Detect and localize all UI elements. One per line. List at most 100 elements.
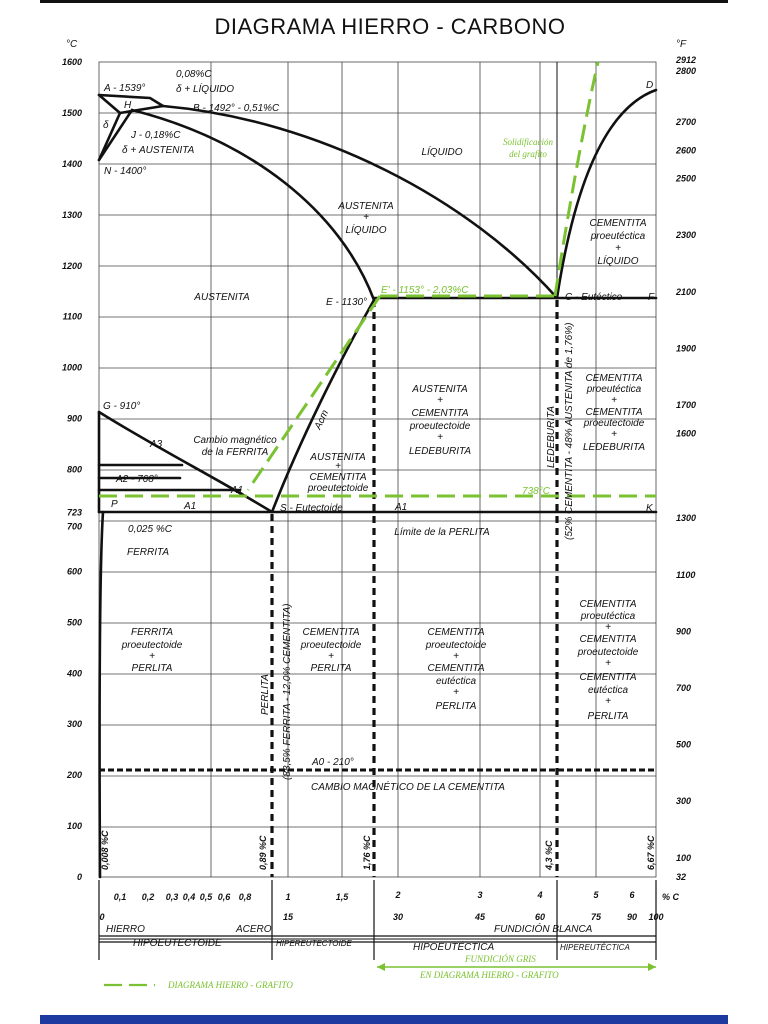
point-A3: A3 — [149, 439, 163, 450]
region-fp-1: FERRITA — [131, 627, 173, 638]
carbon-tick: 6 — [629, 890, 635, 900]
carbon-axis: 0,1 0,2 0,3 0,4 0,5 0,6 0,8 1 1,5 2 3 4 5 60 15 30 45 60 7… — [99, 890, 663, 922]
region-acl-5: + — [437, 432, 443, 443]
carbon-tick: 2 — [394, 890, 400, 900]
celsius-tick: 500 — [67, 617, 82, 627]
region-liquido: LÍQUIDO — [421, 145, 462, 158]
diagram-title: DIAGRAMA HIERRO - CARBONO — [214, 14, 566, 39]
label-pct-176: 1,76 %C — [362, 835, 372, 870]
region-rb-8: eutéctica — [588, 685, 628, 696]
point-A1b: A1 — [230, 485, 243, 496]
celsius-tick: 1600 — [62, 57, 82, 67]
region-cp-3: + — [328, 651, 334, 662]
label-pct-667: 6,67 %C — [646, 835, 656, 870]
graphite-arrow — [377, 963, 656, 971]
a3-G-S — [97, 410, 274, 514]
point-A1c: A1 — [394, 502, 407, 513]
dashed-verticals — [270, 300, 559, 877]
carbon-tick: 4 — [536, 890, 542, 900]
line-A-H — [97, 93, 122, 115]
carbon-tick: 1 — [285, 892, 290, 902]
fahrenheit-tick: 32 — [676, 872, 686, 882]
label-perlita-comp: (88,5% FERRITA - 12,0% CEMENTITA) — [282, 603, 293, 780]
graphite-acm — [246, 295, 382, 491]
region-ccp-6: + — [453, 687, 459, 698]
region-fp-2: proeutectoide — [121, 640, 183, 651]
label-hierro: HIERRO — [106, 924, 145, 935]
carbon-tick: 0,6 — [218, 892, 232, 902]
phase-boundaries — [97, 88, 658, 879]
label-738: 738°C — [522, 486, 551, 497]
region-labels: LÍQUIDO AUSTENITA + LÍQUIDO AUSTENITA CE… — [121, 137, 647, 793]
fahrenheit-tick: 100 — [676, 853, 691, 863]
region-rb-4: CEMENTITA — [579, 634, 636, 645]
point-K: K — [646, 503, 654, 514]
region-acl-2: + — [437, 395, 443, 406]
region-rb-3: + — [605, 622, 611, 633]
region-cem-liq-2: proeutéctica — [590, 231, 646, 242]
region-delta-liquid: δ + LÍQUIDO — [176, 82, 234, 95]
point-A: A - 1539° — [103, 83, 145, 94]
celsius-tick: 1000 — [62, 363, 82, 373]
celsius-tick: 1400 — [62, 159, 82, 169]
cementite-tick: 45 — [474, 912, 486, 922]
label-hipereutectoide: HIPEREUTECTOIDE — [276, 939, 353, 948]
celsius-tick: 100 — [67, 821, 82, 831]
fahrenheit-tick: 2700 — [675, 117, 696, 127]
point-H-pct: 0,08%C — [176, 69, 212, 80]
line-H-N — [97, 111, 122, 162]
region-aus-liq-1: AUSTENITA — [337, 201, 394, 212]
label-fundicion-blanca: FUNDICIÓN BLANCA — [494, 922, 593, 935]
point-labels: A - 1539° 0,08%C δ + LÍQUIDO B - 1492° -… — [103, 69, 655, 768]
region-ccl-2: proeutéctica — [586, 384, 642, 395]
region-aus-liq-2: + — [363, 212, 369, 223]
left-unit: °C — [66, 39, 78, 50]
region-ccp-7: PERLITA — [436, 701, 477, 712]
region-rb-5: proeutectoide — [577, 647, 639, 658]
line-J-N — [97, 108, 134, 162]
point-J: J - 0,18%C — [130, 130, 181, 141]
region-cp-1: CEMENTITA — [302, 627, 359, 638]
point-B: B - 1492° - 0,51%C — [193, 103, 280, 114]
label-fundicion-gris: FUNDICIÓN GRIS — [464, 954, 536, 964]
region-cp-4: PERLITA — [311, 663, 352, 674]
fahrenheit-tick: 2800 — [675, 66, 696, 76]
region-ccp-1: CEMENTITA — [427, 627, 484, 638]
region-acs-3: CEMENTITA — [309, 472, 366, 483]
top-border — [40, 0, 728, 3]
cementite-tick: 15 — [283, 912, 294, 922]
region-acl-4: proeutectoide — [409, 421, 471, 432]
fahrenheit-tick: 900 — [676, 626, 691, 636]
region-cem-liq-1: CEMENTITA — [589, 218, 646, 229]
region-ccp-4: CEMENTITA — [427, 663, 484, 674]
celsius-tick: 900 — [67, 414, 82, 424]
region-cp-2: proeutectoide — [300, 640, 362, 651]
point-E: E - 1130° — [326, 297, 367, 308]
region-aus-liq-3: LÍQUIDO — [345, 223, 386, 236]
point-N: N - 1400° — [104, 166, 146, 177]
carbon-tick: 5 — [593, 890, 599, 900]
label-en-diagrama: EN DIAGRAMA HIERRO - GRAFITO — [419, 970, 559, 980]
fahrenheit-tick: 300 — [676, 796, 691, 806]
label-hipoeutectica: HIPOEUTÉCTICA — [413, 940, 494, 953]
celsius-tick: 400 — [66, 668, 82, 678]
region-mag-fer-2: de la FERRITA — [202, 447, 269, 458]
carbon-tick: 0,3 — [166, 892, 179, 902]
region-acs-1: AUSTENITA — [309, 452, 366, 463]
region-rb-7: CEMENTITA — [579, 672, 636, 683]
region-acs-2: + — [335, 461, 341, 472]
point-A1: A1 — [183, 501, 196, 512]
cementite-tick: 0 — [99, 912, 104, 922]
region-ccl-5: proeutectoide — [583, 418, 645, 429]
graphite-solidification — [553, 61, 600, 297]
celsius-tick: 723 — [67, 508, 82, 518]
label-hipereutectica: HIPEREUTÉCTICA — [560, 943, 630, 952]
carbon-tick: 0,2 — [142, 892, 155, 902]
fahrenheit-tick: 1600 — [676, 428, 696, 438]
region-rb-2: proeutéctica — [580, 611, 636, 622]
point-S: S - Eutectoide — [280, 503, 343, 514]
region-rb-10: PERLITA — [588, 711, 629, 722]
line-A-B — [97, 93, 165, 108]
region-acl-6: LEDEBURITA — [409, 446, 471, 457]
solvus-P-Q — [98, 510, 105, 879]
